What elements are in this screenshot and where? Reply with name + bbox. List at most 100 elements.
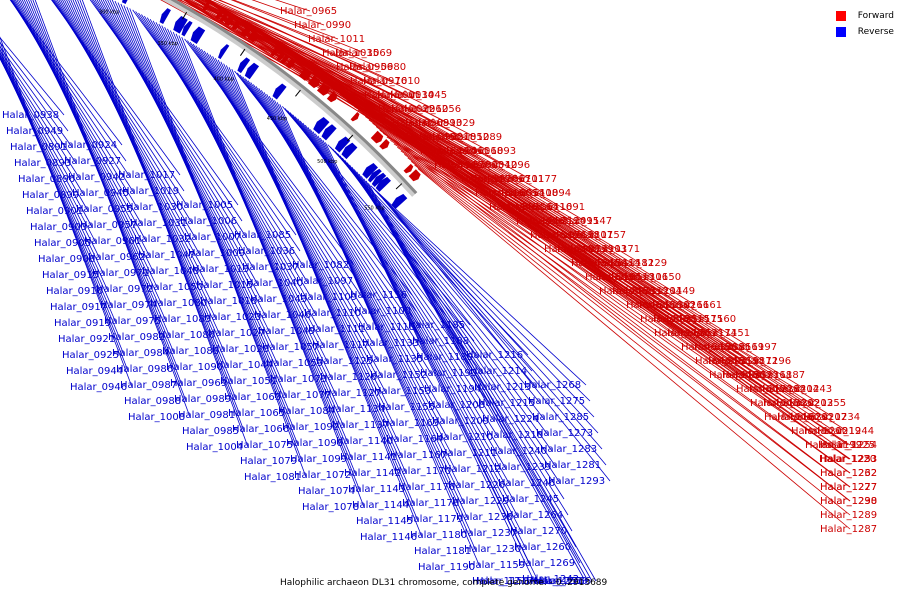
forward-gene-label[interactable]: Halar_1011: [308, 34, 365, 45]
forward-gene-label[interactable]: Halar_1038: [434, 160, 491, 171]
reverse-gene-label[interactable]: Halar_0908: [38, 254, 95, 265]
reverse-gene-label[interactable]: Halar_1110: [304, 308, 361, 319]
forward-gene-label[interactable]: Halar_1130: [709, 370, 766, 381]
reverse-gene-label[interactable]: Halar_0944: [66, 366, 123, 377]
forward-gene-label[interactable]: Halar_0956: [336, 62, 393, 73]
forward-gene-label[interactable]: Halar_1124: [529, 216, 586, 227]
forward-gene-label[interactable]: Halar_1003: [447, 160, 504, 171]
forward-gene-label[interactable]: Halar_1149: [638, 286, 695, 297]
forward-gene-label[interactable]: Halar_1166: [652, 300, 709, 311]
reverse-gene-label[interactable]: Halar_1260: [514, 542, 571, 553]
forward-gene-label[interactable]: Halar_1138: [543, 230, 600, 241]
forward-gene-label[interactable]: Halar_1121: [667, 328, 724, 339]
forward-gene-label[interactable]: Halar_1172: [721, 356, 778, 367]
reverse-gene-label[interactable]: Halar_1170: [394, 466, 451, 477]
forward-gene-label[interactable]: Halar_1289: [820, 510, 877, 521]
reverse-gene-label[interactable]: Halar_1050: [146, 282, 203, 293]
forward-gene-label[interactable]: Halar_1103: [570, 244, 627, 255]
forward-gene-label[interactable]: Halar_1101: [487, 174, 544, 185]
forward-gene-label[interactable]: Halar_1123: [722, 370, 779, 381]
reverse-gene-label[interactable]: Halar_1141: [340, 452, 397, 463]
reverse-gene-label[interactable]: Halar_1245: [502, 494, 559, 505]
forward-gene-label[interactable]: Halar_1219: [804, 426, 861, 437]
reverse-gene-label[interactable]: Halar_1167: [390, 450, 447, 461]
forward-gene-label[interactable]: Halar_1225: [818, 440, 875, 451]
forward-gene-label[interactable]: Halar_1184: [749, 384, 806, 395]
reverse-gene-label[interactable]: Halar_0985: [182, 426, 239, 437]
reverse-gene-label[interactable]: Halar_1270: [510, 526, 567, 537]
reverse-gene-label[interactable]: Halar_1164: [386, 434, 443, 445]
reverse-gene-label[interactable]: Halar_1065: [228, 408, 285, 419]
forward-gene-label[interactable]: Halar_1262: [820, 468, 877, 479]
reverse-gene-label[interactable]: Halar_1133: [362, 338, 419, 349]
reverse-gene-label[interactable]: Halar_1063: [224, 392, 281, 403]
forward-gene-label[interactable]: Halar_1175: [666, 314, 723, 325]
forward-gene-label[interactable]: Halar_1196: [734, 356, 791, 367]
reverse-gene-label[interactable]: Halar_0919: [54, 318, 111, 329]
reverse-gene-label[interactable]: Halar_1224: [482, 414, 539, 425]
reverse-gene-label[interactable]: Halar_0975: [104, 316, 161, 327]
reverse-gene-label[interactable]: Halar_1268: [524, 380, 581, 391]
reverse-gene-label[interactable]: Halar_1126: [320, 372, 377, 383]
forward-gene-label[interactable]: Halar_1042: [460, 160, 517, 171]
reverse-gene-label[interactable]: Halar_1285: [532, 412, 589, 423]
reverse-gene-label[interactable]: Halar_1048: [142, 266, 199, 277]
reverse-gene-label[interactable]: Halar_1266: [534, 576, 591, 587]
reverse-gene-label[interactable]: Halar_0899: [22, 190, 79, 201]
forward-gene-label[interactable]: Halar_1136: [654, 328, 711, 339]
reverse-gene-label[interactable]: Halar_1140: [336, 436, 393, 447]
forward-gene-label[interactable]: Halar_1169: [707, 342, 764, 353]
forward-gene-label[interactable]: Halar_0990: [294, 20, 351, 31]
reverse-gene-label[interactable]: Halar_1125: [316, 356, 373, 367]
reverse-gene-label[interactable]: Halar_1046: [254, 310, 311, 321]
forward-gene-label[interactable]: Halar_1139: [557, 244, 614, 255]
forward-gene-label[interactable]: Halar_1171: [583, 244, 640, 255]
reverse-gene-label[interactable]: Halar_1098: [286, 438, 343, 449]
reverse-gene-label[interactable]: Halar_1264: [506, 510, 563, 521]
forward-gene-label[interactable]: Halar_1095: [542, 216, 599, 227]
forward-gene-label[interactable]: Halar_1287: [820, 524, 877, 535]
reverse-gene-label[interactable]: Halar_1032: [134, 234, 191, 245]
reverse-gene-label[interactable]: Halar_0915: [42, 270, 99, 281]
reverse-gene-label[interactable]: Halar_1193: [420, 368, 477, 379]
forward-gene-label[interactable]: Halar_1168: [735, 370, 792, 381]
forward-gene-label[interactable]: Halar_1010: [363, 76, 420, 87]
reverse-gene-label[interactable]: Halar_0988: [124, 396, 181, 407]
forward-gene-label[interactable]: Halar_1026: [461, 174, 518, 185]
reverse-gene-label[interactable]: Halar_1080: [150, 298, 207, 309]
forward-gene-label[interactable]: Halar_1113: [598, 272, 655, 283]
reverse-gene-label[interactable]: Halar_1153: [374, 386, 431, 397]
reverse-gene-label[interactable]: Halar_1019: [122, 186, 179, 197]
reverse-gene-label[interactable]: Halar_1117: [312, 340, 369, 351]
reverse-gene-label[interactable]: Halar_0955: [76, 204, 133, 215]
forward-gene-label[interactable]: Halar_1199: [805, 440, 862, 451]
forward-gene-label[interactable]: Halar_1067: [474, 174, 531, 185]
reverse-gene-label[interactable]: Halar_1078: [302, 502, 359, 513]
forward-gene-label[interactable]: Halar_1068: [446, 146, 503, 157]
forward-gene-label[interactable]: Halar_1186: [694, 342, 751, 353]
forward-gene-label[interactable]: Halar_1243: [775, 384, 832, 395]
reverse-gene-label[interactable]: Halar_1079: [240, 456, 297, 467]
reverse-gene-label[interactable]: Halar_1077: [274, 390, 331, 401]
reverse-gene-label[interactable]: Halar_0925: [62, 350, 119, 361]
reverse-gene-label[interactable]: Halar_1283: [540, 444, 597, 455]
forward-gene-label[interactable]: Halar_1160: [679, 314, 736, 325]
forward-gene-label[interactable]: Halar_0993: [405, 118, 462, 129]
reverse-gene-label[interactable]: Halar_0903: [30, 222, 87, 233]
reverse-gene-label[interactable]: Halar_0982: [108, 332, 165, 343]
reverse-gene-label[interactable]: Halar_0896: [18, 174, 75, 185]
reverse-gene-label[interactable]: Halar_1097: [296, 276, 353, 287]
reverse-gene-label[interactable]: Halar_1028: [212, 344, 269, 355]
forward-gene-label[interactable]: Halar_1201: [777, 412, 834, 423]
reverse-gene-label[interactable]: Halar_0974: [100, 300, 157, 311]
forward-gene-label[interactable]: Halar_1045: [390, 90, 447, 101]
reverse-gene-label[interactable]: Halar_1281: [544, 460, 601, 471]
reverse-gene-label[interactable]: Halar_1005: [176, 200, 233, 211]
reverse-gene-label[interactable]: Halar_1023: [204, 312, 261, 323]
reverse-gene-label[interactable]: Halar_0957: [80, 220, 137, 231]
forward-gene-label[interactable]: Halar_1091: [528, 202, 585, 213]
reverse-gene-label[interactable]: Halar_1100: [354, 306, 411, 317]
reverse-gene-label[interactable]: Halar_1134: [328, 404, 385, 415]
reverse-gene-label[interactable]: Halar_1218: [486, 430, 543, 441]
reverse-gene-label[interactable]: Halar_1074: [298, 486, 355, 497]
